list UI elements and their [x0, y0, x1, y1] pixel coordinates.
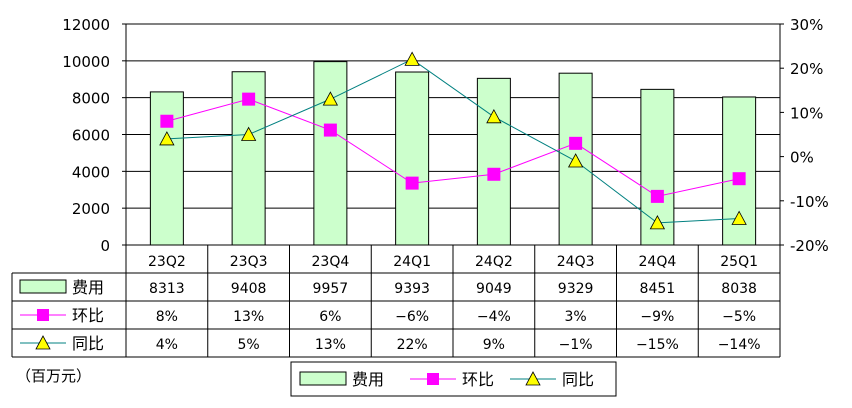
legend-key-square: [427, 373, 439, 385]
right-tick-label: 30%: [790, 16, 823, 34]
series-line-1: [166, 98, 740, 197]
point-triangle-23Q2: [159, 131, 175, 146]
table-cell-value: 9408: [231, 281, 267, 297]
table-cell-value: 8038: [721, 281, 757, 297]
left-tick-label: 10000: [62, 53, 110, 71]
point-square-23Q2: [160, 114, 174, 128]
point-square-23Q4: [323, 123, 337, 137]
category-label: 23Q2: [148, 254, 186, 270]
category-label: 24Q2: [475, 254, 513, 270]
row-key-square: [37, 309, 49, 321]
legend-key-bar: [299, 371, 347, 386]
table-cell-value: −5%: [722, 309, 756, 325]
table-cell-value: −6%: [395, 309, 429, 325]
right-tick-label: -10%: [790, 193, 829, 211]
right-tick-label: 20%: [790, 60, 823, 78]
bar-24Q1: [395, 71, 430, 246]
bar-24Q2: [476, 77, 511, 246]
table-cell-value: 9049: [476, 281, 512, 297]
row-key-bar: [19, 279, 67, 294]
left-tick-label: 2000: [72, 200, 110, 218]
category-label: 24Q1: [393, 254, 431, 270]
row-header-label: 环比: [72, 306, 104, 325]
point-square-24Q3: [569, 136, 583, 150]
row-header-label: 同比: [72, 334, 104, 353]
table-cell-value: −4%: [477, 309, 511, 325]
table-cell-value: −15%: [636, 337, 679, 353]
point-triangle-23Q4: [322, 91, 339, 106]
table-cell-value: 13%: [315, 337, 346, 353]
table-cell-value: 8313: [149, 281, 185, 297]
table-cell-value: −14%: [718, 337, 761, 353]
category-label: 24Q3: [557, 254, 595, 270]
table-cell-value: 13%: [233, 309, 264, 325]
legend-label: 同比: [562, 370, 594, 389]
left-tick-label: 6000: [72, 127, 110, 145]
point-triangle-24Q4: [649, 215, 666, 230]
row-key-triangle: [35, 335, 51, 350]
table-cell-value: 9329: [558, 281, 594, 297]
table-cell-value: 8451: [640, 281, 676, 297]
right-tick-label: 10%: [790, 104, 823, 122]
table-cell-value: −9%: [640, 309, 674, 325]
unit-label: （百万元）: [16, 367, 91, 385]
bar-23Q4: [313, 61, 348, 246]
table-cell-value: 5%: [238, 337, 260, 353]
point-square-24Q1: [405, 176, 419, 190]
table-cell-value: 22%: [397, 337, 428, 353]
point-square-24Q2: [487, 167, 501, 181]
point-triangle-24Q2: [486, 108, 502, 124]
left-tick-label: 0: [100, 237, 110, 255]
category-label: 23Q3: [230, 254, 268, 270]
legend-key-triangle: [525, 371, 541, 386]
point-square-25Q1: [732, 172, 746, 186]
table-cell-value: 9%: [483, 337, 505, 353]
point-triangle-24Q1: [404, 51, 420, 66]
left-tick-label: 4000: [72, 163, 110, 181]
point-square-23Q3: [242, 92, 256, 106]
left-tick-label: 8000: [72, 90, 110, 108]
category-label: 25Q1: [720, 254, 758, 270]
table-cell-value: −1%: [559, 337, 593, 353]
legend-label: 环比: [462, 370, 494, 389]
table-cell-value: 9393: [394, 281, 430, 297]
point-triangle-24Q3: [567, 153, 584, 168]
point-triangle-23Q3: [240, 126, 257, 141]
category-label: 24Q4: [639, 254, 677, 270]
table-cell-value: 3%: [565, 309, 587, 325]
category-label: 23Q4: [312, 254, 350, 270]
left-tick-label: 12000: [62, 16, 110, 34]
legend-label: 费用: [352, 370, 384, 389]
table-cell-value: 6%: [319, 309, 341, 325]
row-header-label: 费用: [72, 278, 104, 297]
table-cell-value: 4%: [156, 337, 178, 353]
table-cell-value: 8%: [156, 309, 178, 325]
right-tick-label: 0%: [790, 149, 814, 167]
right-tick-label: -20%: [790, 237, 829, 255]
series-line-2: [166, 58, 740, 224]
point-square-24Q4: [650, 189, 664, 203]
point-triangle-25Q1: [731, 210, 747, 225]
table-cell-value: 9957: [313, 281, 349, 297]
